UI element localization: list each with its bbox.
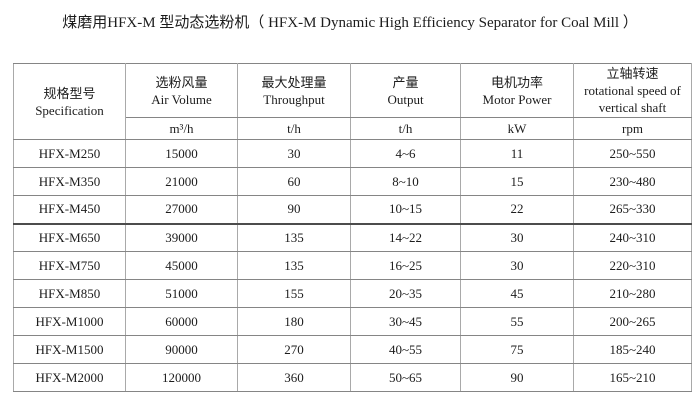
table-header: 规格型号 Specification 选粉风量 Air Volume 最大处理量… xyxy=(13,63,692,140)
unit-motor-power: kW xyxy=(460,117,574,140)
spec-model-cell: HFX-M850 xyxy=(13,279,126,308)
header-en: Specification xyxy=(35,102,104,118)
col-header-specification: 规格型号 Specification xyxy=(13,63,126,140)
header-row-names: 规格型号 Specification 选粉风量 Air Volume 最大处理量… xyxy=(13,63,692,140)
header-en: Air Volume xyxy=(151,91,212,107)
value-cell: 40~55 xyxy=(350,335,461,364)
value-cell: 45 xyxy=(460,279,574,308)
value-cell: 185~240 xyxy=(573,335,692,364)
table-row: HFX-M1500 90000 270 40~55 75 185~240 xyxy=(13,335,692,364)
document-page: 煤磨用HFX-M 型动态选粉机（ HFX-M Dynamic High Effi… xyxy=(0,13,700,392)
unit-output: t/h xyxy=(350,117,461,140)
header-en: Throughput xyxy=(263,91,325,107)
value-cell: 11 xyxy=(460,139,574,168)
header-en: rotational speed of vertical shaft xyxy=(584,83,681,115)
spec-model-cell: HFX-M1500 xyxy=(13,335,126,364)
value-cell: 90000 xyxy=(125,335,238,364)
value-cell: 51000 xyxy=(125,279,238,308)
header-zh: 电机功率 xyxy=(490,74,543,90)
unit-rotational-speed: rpm xyxy=(573,117,692,140)
value-cell: 265~330 xyxy=(573,195,692,224)
value-cell: 20~35 xyxy=(350,279,461,308)
value-cell: 90 xyxy=(460,363,574,392)
unit-throughput: t/h xyxy=(237,117,351,140)
document-title: 煤磨用HFX-M 型动态选粉机（ HFX-M Dynamic High Effi… xyxy=(62,15,638,31)
specification-table: 规格型号 Specification 选粉风量 Air Volume 最大处理量… xyxy=(13,63,692,392)
header-en: Output xyxy=(387,91,424,107)
value-cell: 15000 xyxy=(125,139,238,168)
value-cell: 30 xyxy=(460,251,574,280)
value-cell: 75 xyxy=(460,335,574,364)
col-header-motor-power: 电机功率 Motor Power xyxy=(460,63,574,118)
value-cell: 360 xyxy=(237,363,351,392)
header-zh: 产量 xyxy=(392,74,419,90)
spec-model-cell: HFX-M750 xyxy=(13,251,126,280)
value-cell: 55 xyxy=(460,307,574,336)
value-cell: 230~480 xyxy=(573,167,692,196)
value-cell: 180 xyxy=(237,307,351,336)
value-cell: 270 xyxy=(237,335,351,364)
col-header-throughput: 最大处理量 Throughput xyxy=(237,63,351,118)
spec-model-cell: HFX-M450 xyxy=(13,195,126,224)
value-cell: 200~265 xyxy=(573,307,692,336)
value-cell: 14~22 xyxy=(350,222,461,252)
spec-model-cell: HFX-M350 xyxy=(13,167,126,196)
value-cell: 60000 xyxy=(125,307,238,336)
value-cell: 135 xyxy=(237,251,351,280)
value-cell: 22 xyxy=(460,195,574,224)
value-cell: 45000 xyxy=(125,251,238,280)
value-cell: 135 xyxy=(237,222,351,252)
value-cell: 21000 xyxy=(125,167,238,196)
table-row: HFX-M750 45000 135 16~25 30 220~310 xyxy=(13,251,692,280)
table-row: HFX-M850 51000 155 20~35 45 210~280 xyxy=(13,279,692,308)
value-cell: 250~550 xyxy=(573,139,692,168)
table-body: HFX-M250 15000 30 4~6 11 250~550 HFX-M350 21000… xyxy=(13,139,692,392)
unit-air-volume: m³/h xyxy=(125,117,238,140)
spec-model-cell: HFX-M2000 xyxy=(13,363,126,392)
value-cell: 16~25 xyxy=(350,251,461,280)
value-cell: 10~15 xyxy=(350,195,461,224)
value-cell: 39000 xyxy=(125,222,238,252)
value-cell: 30 xyxy=(237,139,351,168)
value-cell: 15 xyxy=(460,167,574,196)
value-cell: 4~6 xyxy=(350,139,461,168)
value-cell: 240~310 xyxy=(573,222,692,252)
value-cell: 27000 xyxy=(125,195,238,224)
table-row: HFX-M250 15000 30 4~6 11 250~550 xyxy=(13,139,692,168)
value-cell: 30~45 xyxy=(350,307,461,336)
header-zh: 最大处理量 xyxy=(261,74,327,90)
value-cell: 8~10 xyxy=(350,167,461,196)
col-header-rotational-speed: 立轴转速 rotational speed of vertical shaft xyxy=(573,63,692,118)
value-cell: 60 xyxy=(237,167,351,196)
col-header-output: 产量 Output xyxy=(350,63,461,118)
table-row: HFX-M2000 120000 360 50~65 90 165~210 xyxy=(13,363,692,392)
header-zh: 选粉风量 xyxy=(155,74,208,90)
value-cell: 155 xyxy=(237,279,351,308)
header-zh: 立轴转速 xyxy=(606,66,659,81)
header-en: Motor Power xyxy=(482,91,552,107)
table-row: HFX-M350 21000 60 8~10 15 230~480 xyxy=(13,167,692,196)
col-header-air-volume: 选粉风量 Air Volume xyxy=(125,63,238,118)
value-cell: 120000 xyxy=(125,363,238,392)
spec-model-cell: HFX-M650 xyxy=(13,222,126,252)
table-row: HFX-M1000 60000 180 30~45 55 200~265 xyxy=(13,307,692,336)
value-cell: 50~65 xyxy=(350,363,461,392)
value-cell: 30 xyxy=(460,222,574,252)
header-zh: 规格型号 xyxy=(43,85,96,101)
value-cell: 220~310 xyxy=(573,251,692,280)
value-cell: 165~210 xyxy=(573,363,692,392)
value-cell: 90 xyxy=(237,195,351,224)
table-row: HFX-M450 27000 90 10~15 22 265~330 xyxy=(13,195,692,224)
spec-model-cell: HFX-M250 xyxy=(13,139,126,168)
table-row: HFX-M650 39000 135 14~22 30 240~310 xyxy=(13,222,692,252)
spec-model-cell: HFX-M1000 xyxy=(13,307,126,336)
value-cell: 210~280 xyxy=(573,279,692,308)
